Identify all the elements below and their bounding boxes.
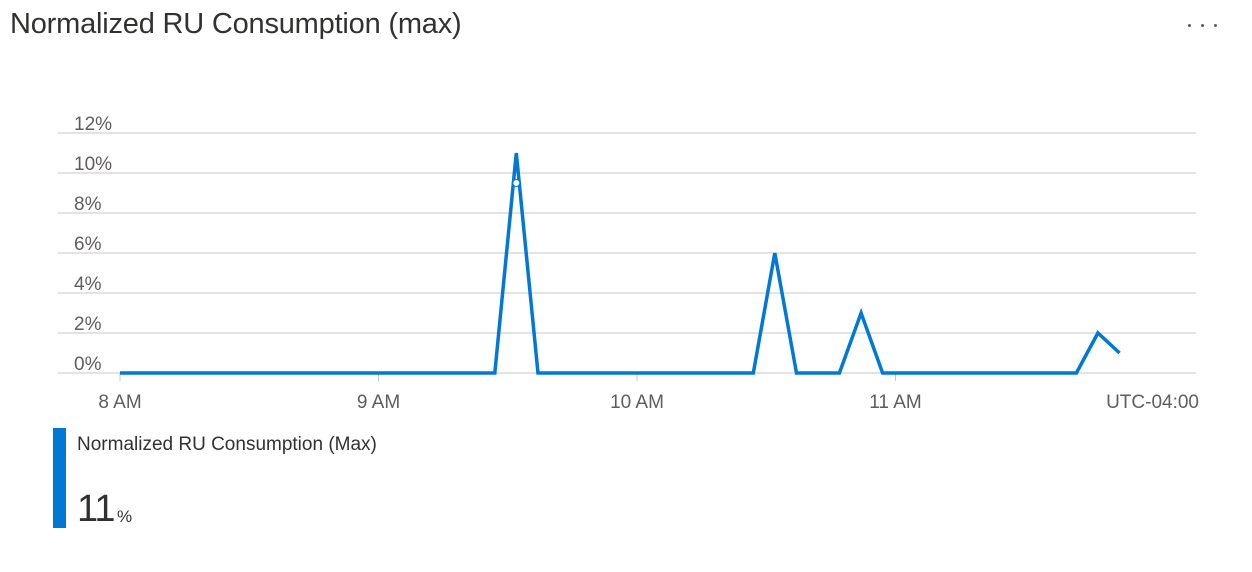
- legend-item[interactable]: Normalized RU Consumption (Max) 11 %: [53, 428, 453, 530]
- legend-series-name: Normalized RU Consumption (Max): [77, 434, 377, 455]
- x-tick-label: 9 AM: [357, 392, 400, 413]
- more-dot-icon: [1201, 24, 1204, 27]
- x-tick-label: 11 AM: [869, 392, 921, 413]
- more-options-button[interactable]: [1184, 10, 1224, 40]
- y-tick-label: 2%: [74, 314, 102, 335]
- more-dot-icon: [1188, 24, 1191, 27]
- y-tick-label: 0%: [74, 354, 102, 375]
- y-tick-label: 8%: [74, 194, 102, 215]
- x-tick-label: 8 AM: [98, 392, 141, 413]
- y-tick-label: 12%: [74, 114, 112, 135]
- peak-marker: [512, 179, 521, 187]
- y-tick-label: 10%: [74, 154, 112, 175]
- legend-color-bar: [53, 428, 66, 528]
- more-dot-icon: [1214, 24, 1217, 27]
- legend-value: 11: [77, 488, 115, 530]
- series-line: [120, 152, 1121, 375]
- chart-title: Normalized RU Consumption (max): [10, 8, 462, 40]
- y-tick-label: 6%: [74, 234, 102, 255]
- y-tick-label: 4%: [74, 274, 102, 295]
- x-tick-label: 10 AM: [610, 392, 664, 413]
- legend-unit: %: [117, 507, 133, 526]
- timezone-label: UTC-04:00: [1106, 392, 1199, 413]
- line-chart: 0% 2% 4% 6% 8% 10% 12% 8 AM 9 AM 10 AM 11 AM UTC-04…: [58, 114, 1199, 413]
